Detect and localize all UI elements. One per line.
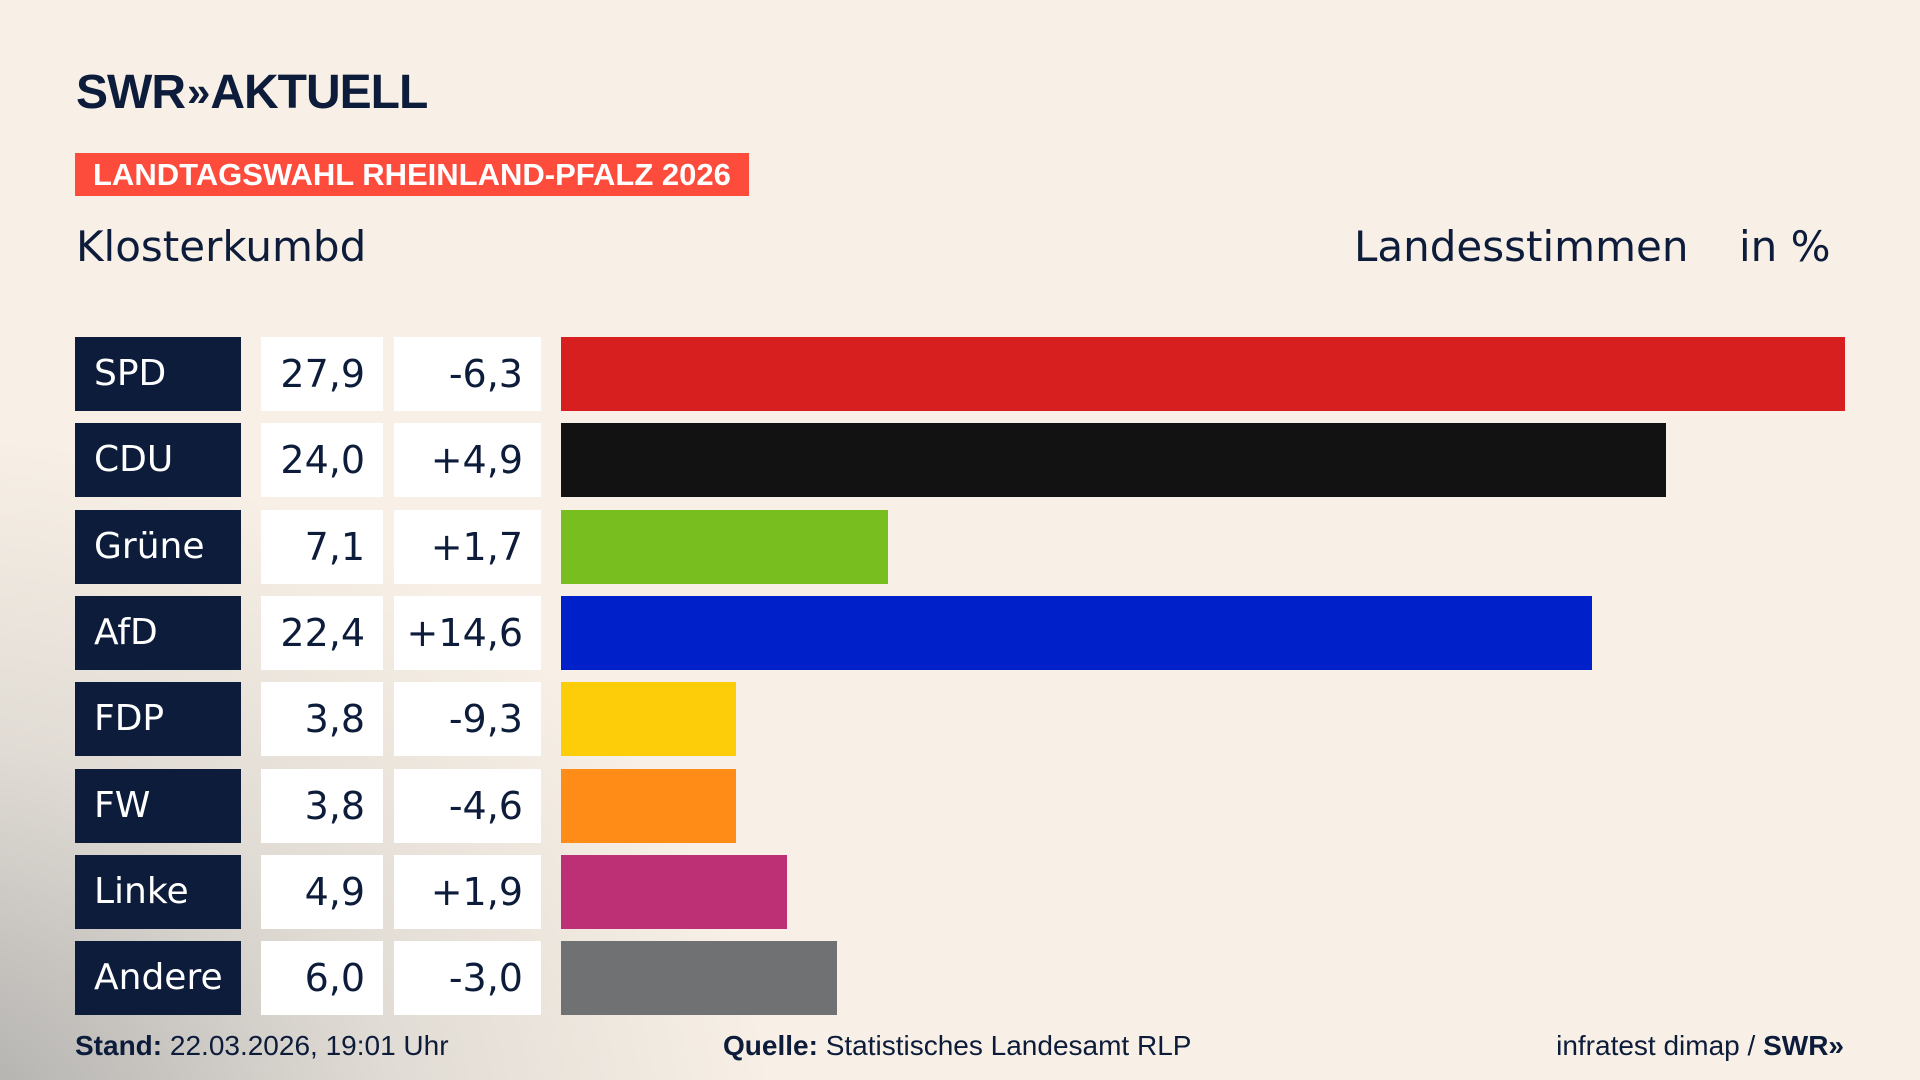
diff-label: +1,9 [394,854,541,929]
stand-label: Stand: [75,1030,163,1061]
measure-label: Landesstimmen [1354,222,1689,271]
swr-logo-small: SWR» [1763,1030,1844,1061]
bar-fdp [561,682,736,757]
diff-label: -6,3 [394,337,541,411]
bar-spd [561,337,1845,411]
value-label: 22,4 [261,595,383,670]
stand: Stand: 22.03.2026, 19:01 Uhr [75,1030,449,1062]
party-label: CDU [75,423,241,498]
result-row: Grüne 7,1 +1,7 [0,509,1920,584]
party-label: Grüne [75,509,241,584]
result-row: FW 3,8 -4,6 [0,768,1920,843]
credit: infratest dimap / SWR» [1556,1030,1844,1062]
diff-label: -4,6 [394,768,541,843]
party-label: AfD [75,595,241,670]
swr-aktuell-logo: SWR » AKTUELL [76,65,428,119]
diff-label: +4,9 [394,423,541,498]
result-row: CDU 24,0 +4,9 [0,423,1920,498]
stand-value: 22.03.2026, 19:01 Uhr [169,1030,449,1061]
bar-andere [561,941,838,1016]
bar-cdu [561,423,1666,498]
party-label: Andere [75,941,241,1016]
bar-afd [561,595,1592,670]
quelle: Quelle: Statistisches Landesamt RLP [723,1030,1191,1062]
value-label: 4,9 [261,854,383,929]
place-title: Klosterkumbd [76,222,367,271]
credit-text: infratest dimap / [1556,1030,1764,1061]
bar-fw [561,768,736,843]
diff-label: -3,0 [394,941,541,1016]
diff-label: +1,7 [394,509,541,584]
party-label: SPD [75,337,241,411]
diff-label: -9,3 [394,682,541,757]
election-banner: LANDTAGSWAHL RHEINLAND-PFALZ 2026 [75,153,749,196]
result-row: Andere 6,0 -3,0 [0,941,1920,1016]
value-label: 7,1 [261,509,383,584]
value-label: 3,8 [261,682,383,757]
diff-label: +14,6 [394,595,541,670]
result-row: Linke 4,9 +1,9 [0,854,1920,929]
value-label: 27,9 [261,337,383,411]
logo-text: SWR [76,65,186,119]
value-label: 6,0 [261,941,383,1016]
quelle-label: Quelle: [723,1030,818,1061]
result-row: AfD 22,4 +14,6 [0,595,1920,670]
party-label: Linke [75,854,241,929]
result-row: FDP 3,8 -9,3 [0,682,1920,757]
party-label: FW [75,768,241,843]
value-label: 24,0 [261,423,383,498]
quelle-value: Statistisches Landesamt RLP [825,1030,1192,1061]
result-row: SPD 27,9 -6,3 [0,337,1920,411]
logo-suffix: AKTUELL [210,65,428,119]
value-label: 3,8 [261,768,383,843]
bar-grüne [561,509,888,584]
unit-label: in % [1739,222,1831,271]
chevron-icon: » [186,68,211,115]
party-label: FDP [75,682,241,757]
bar-linke [561,854,787,929]
